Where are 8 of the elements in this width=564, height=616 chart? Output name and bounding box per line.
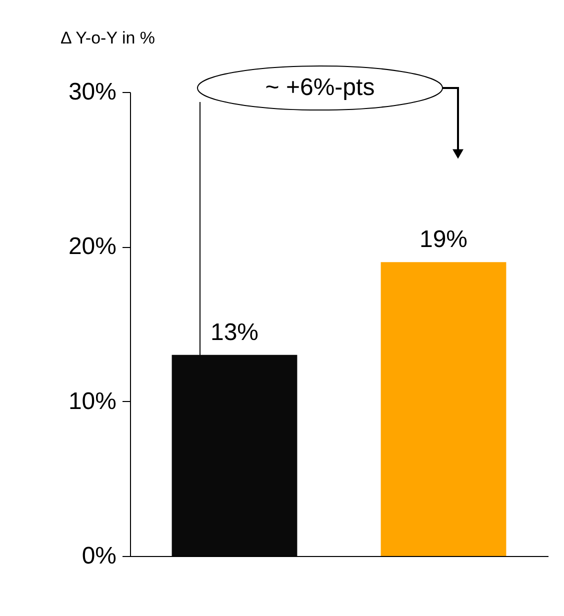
annotation: ~ +6%-pts (265, 74, 375, 101)
y-axis-title: Δ Y-o-Y in % (60, 28, 156, 48)
y-tick-label: 30% (68, 78, 116, 106)
y-tick-label: 0% (82, 542, 116, 570)
data-label: 19% (419, 226, 468, 254)
y-tick-label: 20% (68, 233, 116, 260)
data-label: 13% (210, 318, 259, 346)
y-tick-label: 10% (68, 388, 116, 415)
